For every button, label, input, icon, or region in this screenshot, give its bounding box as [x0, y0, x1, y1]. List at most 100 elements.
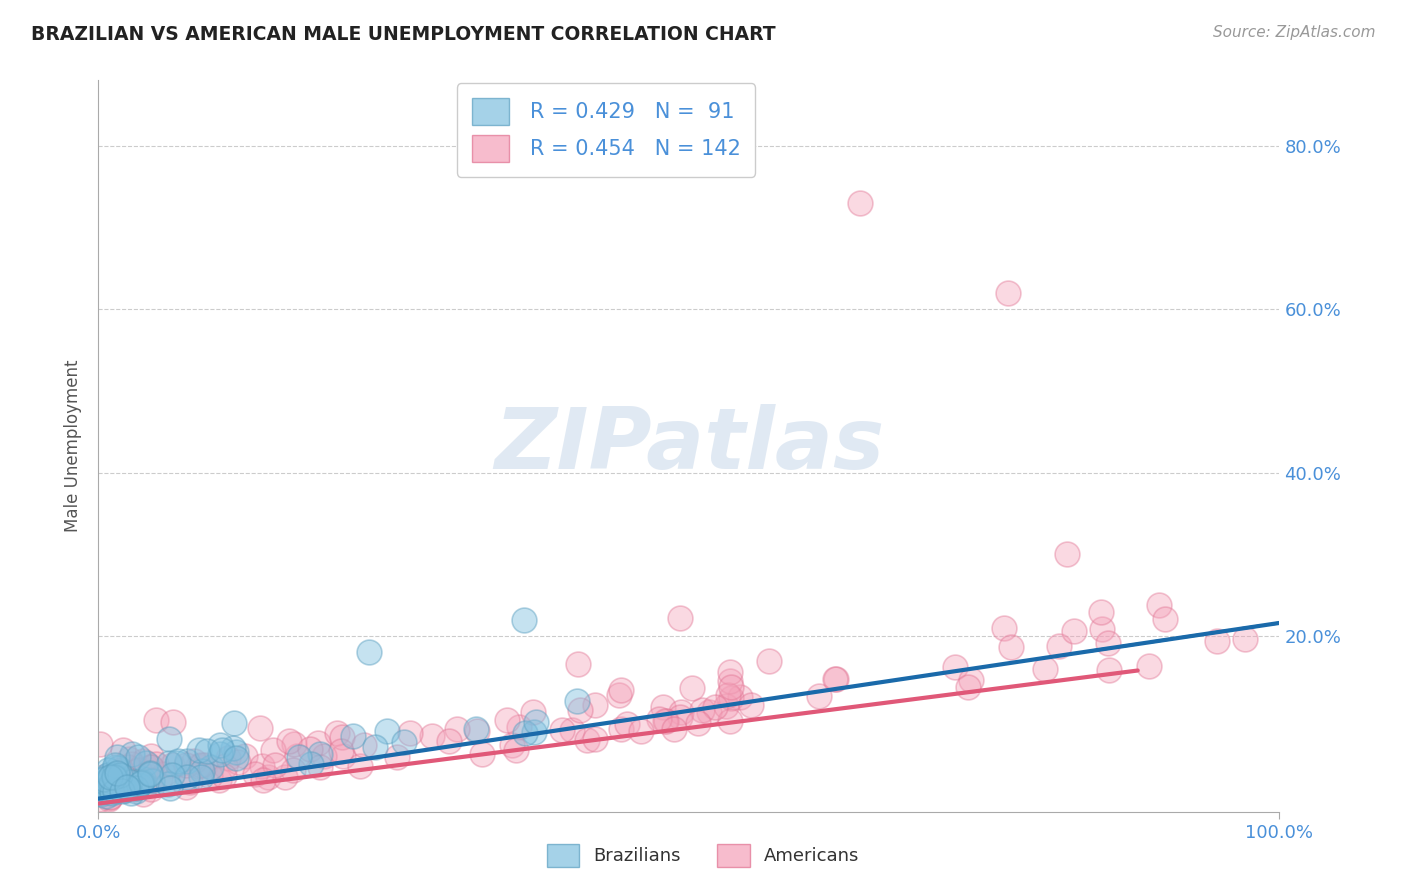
- Point: [387, 750, 409, 764]
- Point: [139, 766, 162, 780]
- Legend: Brazilians, Americans: Brazilians, Americans: [540, 837, 866, 874]
- Point: [648, 712, 671, 726]
- Legend: R = 0.429   N =  91, R = 0.454   N = 142: R = 0.429 N = 91, R = 0.454 N = 142: [457, 83, 755, 177]
- Point: [849, 195, 872, 210]
- Point: [176, 780, 198, 795]
- Point: [139, 760, 162, 774]
- Point: [654, 714, 676, 729]
- Point: [89, 783, 111, 797]
- Point: [101, 783, 124, 797]
- Point: [252, 773, 274, 788]
- Point: [332, 748, 354, 763]
- Point: [342, 729, 364, 743]
- Point: [89, 783, 111, 797]
- Point: [107, 761, 129, 775]
- Point: [89, 737, 111, 751]
- Point: [575, 733, 598, 747]
- Point: [160, 768, 183, 782]
- Point: [465, 722, 488, 736]
- Point: [111, 743, 134, 757]
- Point: [103, 770, 125, 784]
- Point: [607, 688, 630, 702]
- Point: [956, 680, 979, 694]
- Point: [1206, 633, 1229, 648]
- Point: [98, 790, 121, 805]
- Point: [105, 772, 128, 786]
- Point: [96, 784, 118, 798]
- Point: [96, 780, 118, 795]
- Point: [720, 690, 742, 705]
- Point: [131, 775, 153, 789]
- Point: [101, 773, 124, 788]
- Point: [110, 763, 132, 777]
- Point: [394, 735, 416, 749]
- Point: [148, 772, 170, 786]
- Text: BRAZILIAN VS AMERICAN MALE UNEMPLOYMENT CORRELATION CHART: BRAZILIAN VS AMERICAN MALE UNEMPLOYMENT …: [31, 25, 776, 44]
- Point: [420, 729, 443, 743]
- Point: [1147, 598, 1170, 612]
- Point: [145, 756, 167, 771]
- Point: [1091, 622, 1114, 636]
- Point: [307, 736, 329, 750]
- Point: [132, 754, 155, 768]
- Point: [583, 698, 606, 712]
- Point: [359, 645, 381, 659]
- Point: [662, 723, 685, 737]
- Point: [209, 747, 232, 761]
- Point: [160, 757, 183, 772]
- Point: [167, 754, 190, 768]
- Point: [101, 786, 124, 800]
- Point: [330, 730, 353, 744]
- Point: [89, 772, 111, 786]
- Point: [114, 773, 136, 788]
- Point: [688, 715, 710, 730]
- Point: [94, 789, 117, 804]
- Point: [110, 779, 132, 793]
- Point: [194, 757, 217, 772]
- Point: [609, 722, 631, 736]
- Point: [111, 779, 134, 793]
- Point: [697, 705, 720, 719]
- Point: [91, 785, 114, 799]
- Point: [1047, 639, 1070, 653]
- Point: [176, 770, 198, 784]
- Point: [115, 779, 138, 793]
- Text: ZIPatlas: ZIPatlas: [494, 404, 884, 488]
- Point: [110, 779, 132, 793]
- Point: [208, 739, 231, 753]
- Point: [97, 763, 120, 777]
- Point: [110, 768, 132, 782]
- Point: [312, 748, 335, 763]
- Point: [97, 767, 120, 781]
- Point: [159, 780, 181, 795]
- Point: [326, 726, 349, 740]
- Point: [262, 743, 284, 757]
- Point: [690, 703, 713, 717]
- Point: [141, 773, 163, 788]
- Point: [1098, 663, 1121, 677]
- Point: [157, 756, 180, 771]
- Point: [233, 748, 256, 763]
- Point: [93, 772, 115, 786]
- Point: [214, 759, 236, 773]
- Point: [118, 775, 141, 789]
- Point: [655, 714, 678, 728]
- Point: [583, 732, 606, 747]
- Point: [1153, 612, 1175, 626]
- Point: [569, 703, 592, 717]
- Point: [353, 738, 375, 752]
- Point: [224, 716, 246, 731]
- Point: [718, 714, 741, 729]
- Point: [108, 778, 131, 792]
- Point: [104, 758, 127, 772]
- Point: [1000, 640, 1022, 655]
- Point: [824, 672, 846, 686]
- Point: [104, 760, 127, 774]
- Point: [135, 756, 157, 771]
- Point: [89, 783, 111, 797]
- Point: [285, 749, 308, 764]
- Point: [105, 778, 128, 792]
- Point: [174, 757, 197, 772]
- Point: [217, 751, 239, 765]
- Point: [943, 660, 966, 674]
